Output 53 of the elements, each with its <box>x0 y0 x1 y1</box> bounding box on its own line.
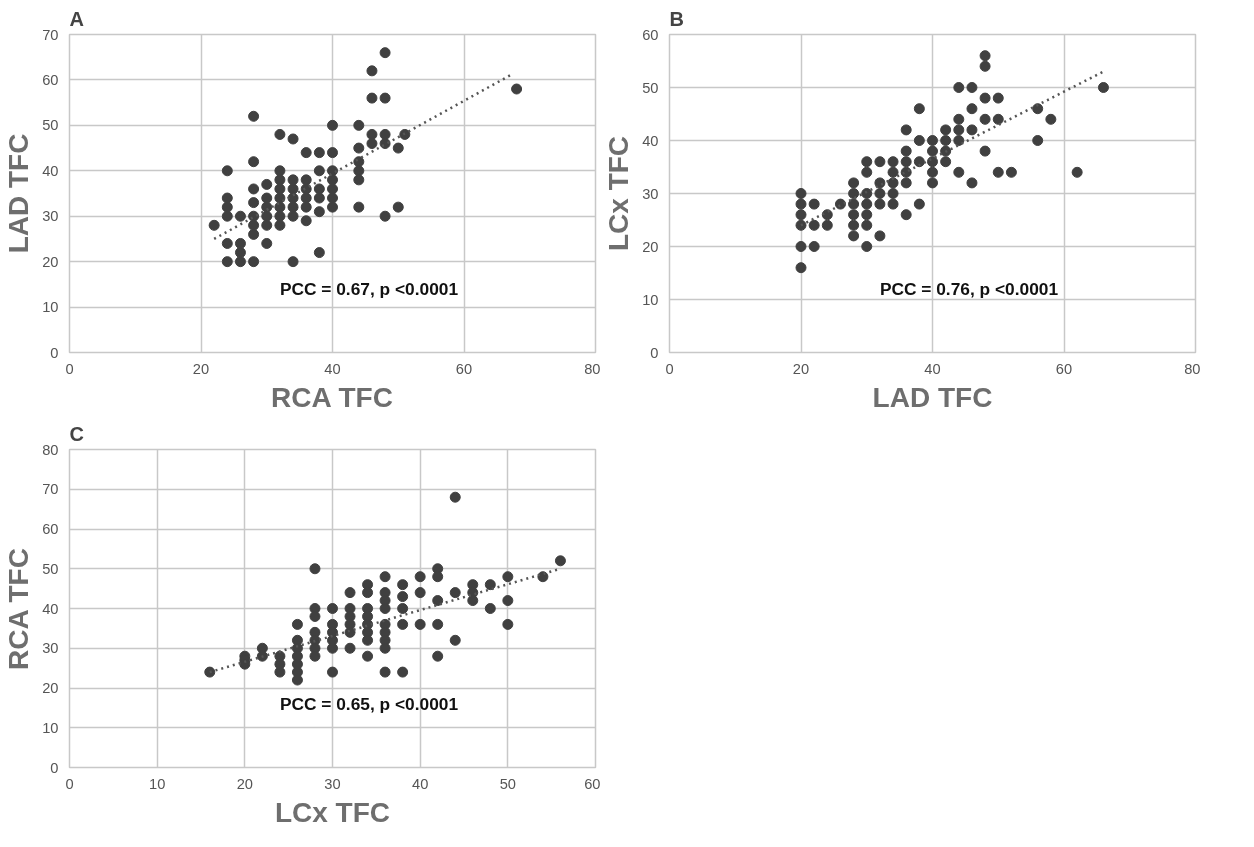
y-tick-label: 70 <box>42 26 59 43</box>
y-tick-label: 50 <box>42 560 59 577</box>
y-tick-label: 60 <box>42 521 59 537</box>
y-tick-label: 10 <box>642 291 659 308</box>
y-tick-label: 50 <box>42 117 59 134</box>
y-tick-label: 30 <box>42 640 59 657</box>
y-tick-label: 20 <box>42 680 59 696</box>
y-tick-label: 60 <box>642 26 659 43</box>
y-tick-label: 40 <box>42 162 59 179</box>
x-tick-label: 80 <box>1184 360 1201 377</box>
y-axis-title: RCA TFC <box>3 548 35 670</box>
chart-title: B <box>669 7 684 30</box>
y-tick-label: 20 <box>642 238 659 255</box>
y-axis-title: LAD TFC <box>3 133 35 254</box>
annotation: PCC = 0.65, p <0.0001 <box>279 693 459 714</box>
y-tick-label: 30 <box>42 208 59 225</box>
x-tick-label: 20 <box>792 360 810 377</box>
x-tick-label: 60 <box>1055 360 1073 377</box>
y-tick-label: 0 <box>650 344 659 361</box>
x-tick-label: 10 <box>149 775 166 792</box>
x-tick-label: 0 <box>65 775 74 792</box>
x-tick-label: 50 <box>499 775 516 792</box>
y-tick-label: 10 <box>42 719 59 736</box>
y-axis-title: LCx TFC <box>603 135 635 252</box>
x-tick-label: 60 <box>455 360 473 377</box>
annotation: PCC = 0.76, p <0.0001 <box>879 278 1059 299</box>
y-tick-label: 0 <box>50 759 59 776</box>
chart-title: A <box>69 7 84 30</box>
x-tick-label: 40 <box>924 360 941 377</box>
y-tick-label: 20 <box>42 253 59 270</box>
chart-title: C <box>69 422 84 445</box>
y-tick-label: 10 <box>42 299 59 316</box>
x-axis-title: LCx TFC <box>274 796 391 828</box>
x-tick-label: 30 <box>324 775 341 792</box>
x-tick-label: 60 <box>584 775 601 792</box>
x-axis-title: RCA TFC <box>271 381 393 413</box>
y-tick-label: 60 <box>42 71 59 88</box>
y-tick-label: 40 <box>642 132 659 149</box>
x-axis-title: LAD TFC <box>872 381 993 413</box>
annotation: PCC = 0.67, p <0.0001 <box>279 278 459 299</box>
x-tick-label: 40 <box>324 360 341 377</box>
y-tick-label: 50 <box>642 79 659 96</box>
x-tick-label: 0 <box>665 360 674 377</box>
y-tick-label: 70 <box>42 481 59 498</box>
x-tick-label: 40 <box>412 775 429 792</box>
y-tick-label: 30 <box>642 185 659 202</box>
x-tick-label: 80 <box>584 360 601 377</box>
x-tick-label: 20 <box>192 360 210 377</box>
y-tick-label: 80 <box>42 441 59 458</box>
y-tick-label: 40 <box>42 600 59 617</box>
x-tick-label: 0 <box>65 360 74 377</box>
x-tick-label: 20 <box>236 775 253 792</box>
y-tick-label: 0 <box>50 344 59 361</box>
